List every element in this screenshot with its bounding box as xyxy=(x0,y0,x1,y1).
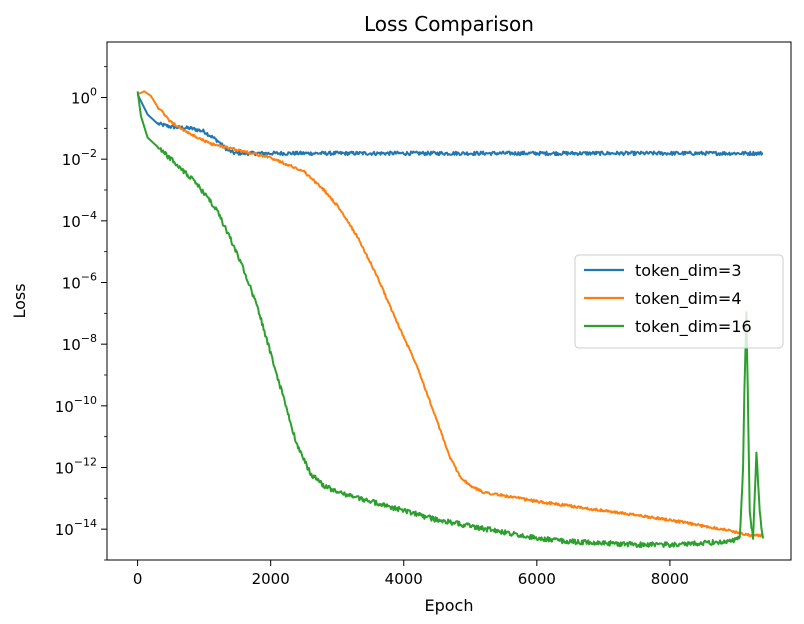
legend-label-token-dim-16: token_dim=16 xyxy=(635,317,752,337)
y-tick-label: 100 xyxy=(71,86,97,108)
y-tick-label: 10−8 xyxy=(62,332,97,354)
series-line-token-dim-3 xyxy=(136,93,764,157)
legend-label-token-dim-3: token_dim=3 xyxy=(635,261,742,281)
x-tick-label: 6000 xyxy=(518,570,556,588)
series-line-token-dim-4 xyxy=(137,90,764,538)
legend-box xyxy=(574,254,784,349)
legend-label-token-dim-4: token_dim=4 xyxy=(635,289,742,309)
x-tick-label: 2000 xyxy=(252,570,290,588)
x-tick-label: 4000 xyxy=(385,570,423,588)
y-tick-label: 10−14 xyxy=(55,517,97,539)
series-line-token-dim-16 xyxy=(136,91,765,549)
x-axis-label: Epoch xyxy=(425,596,474,615)
y-tick-label: 10−12 xyxy=(55,456,97,478)
chart-title: Loss Comparison xyxy=(364,12,534,36)
y-tick-label: 10−10 xyxy=(55,394,97,416)
y-tick-label: 10−6 xyxy=(62,271,97,293)
legend: token_dim=3 token_dim=4 token_dim=16 xyxy=(574,254,784,349)
series-layer xyxy=(136,90,765,549)
x-axis-ticks: 0 2000 4000 6000 8000 xyxy=(133,560,689,588)
y-tick-label: 10−4 xyxy=(62,209,97,231)
x-tick-label: 8000 xyxy=(651,570,689,588)
y-axis-ticks: 100 10−2 10−4 10−6 10−8 10−10 10−12 10−14 xyxy=(55,66,107,561)
axes-frame xyxy=(106,41,792,561)
x-tick-label: 0 xyxy=(133,570,143,588)
y-tick-label: 10−2 xyxy=(62,147,97,169)
y-axis-label: Loss xyxy=(10,283,29,318)
